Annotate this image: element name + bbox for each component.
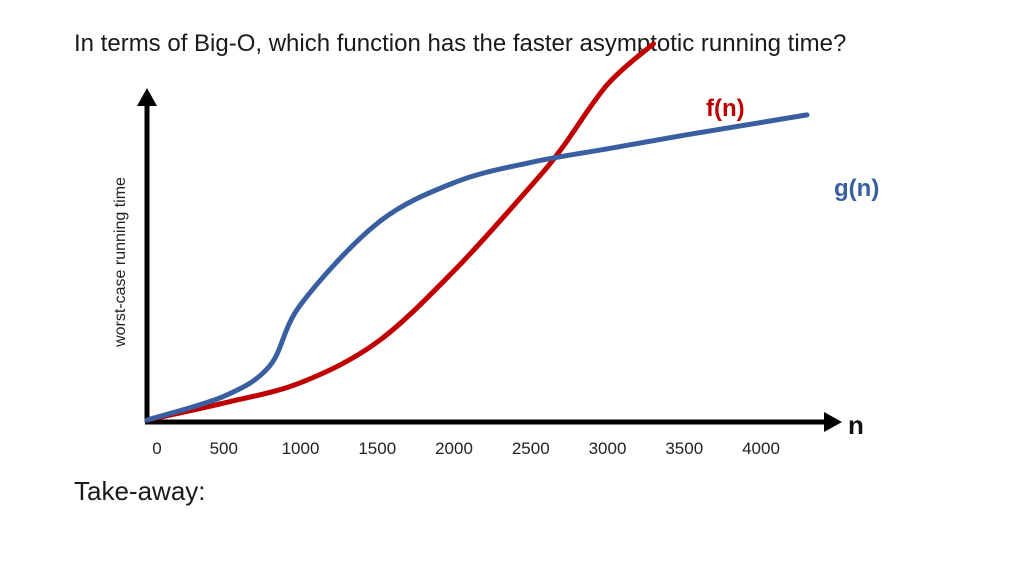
series-line-fn bbox=[144, 41, 656, 423]
x-tick-label: 1000 bbox=[282, 439, 320, 458]
y-axis-label: worst-case running time bbox=[112, 177, 129, 348]
x-tick-label: 2500 bbox=[512, 439, 550, 458]
x-tick-label: 4000 bbox=[742, 439, 780, 458]
x-tick-label: 3000 bbox=[589, 439, 627, 458]
series-line-gn bbox=[144, 112, 810, 423]
takeaway-text: Take-away: bbox=[74, 476, 206, 506]
x-axis-label: n bbox=[848, 410, 864, 440]
x-axis-arrow-icon bbox=[824, 412, 842, 432]
y-axis-arrow-icon bbox=[137, 88, 157, 106]
x-tick-label: 1500 bbox=[358, 439, 396, 458]
x-tick-label: 0 bbox=[152, 439, 161, 458]
x-tick-label: 500 bbox=[210, 439, 238, 458]
x-tick-label: 3500 bbox=[665, 439, 703, 458]
series-label-gn: g(n) bbox=[834, 175, 879, 202]
series-label-fn: f(n) bbox=[706, 95, 745, 122]
question-text: In terms of Big-O, which function has th… bbox=[74, 30, 847, 57]
x-tick-label: 2000 bbox=[435, 439, 473, 458]
